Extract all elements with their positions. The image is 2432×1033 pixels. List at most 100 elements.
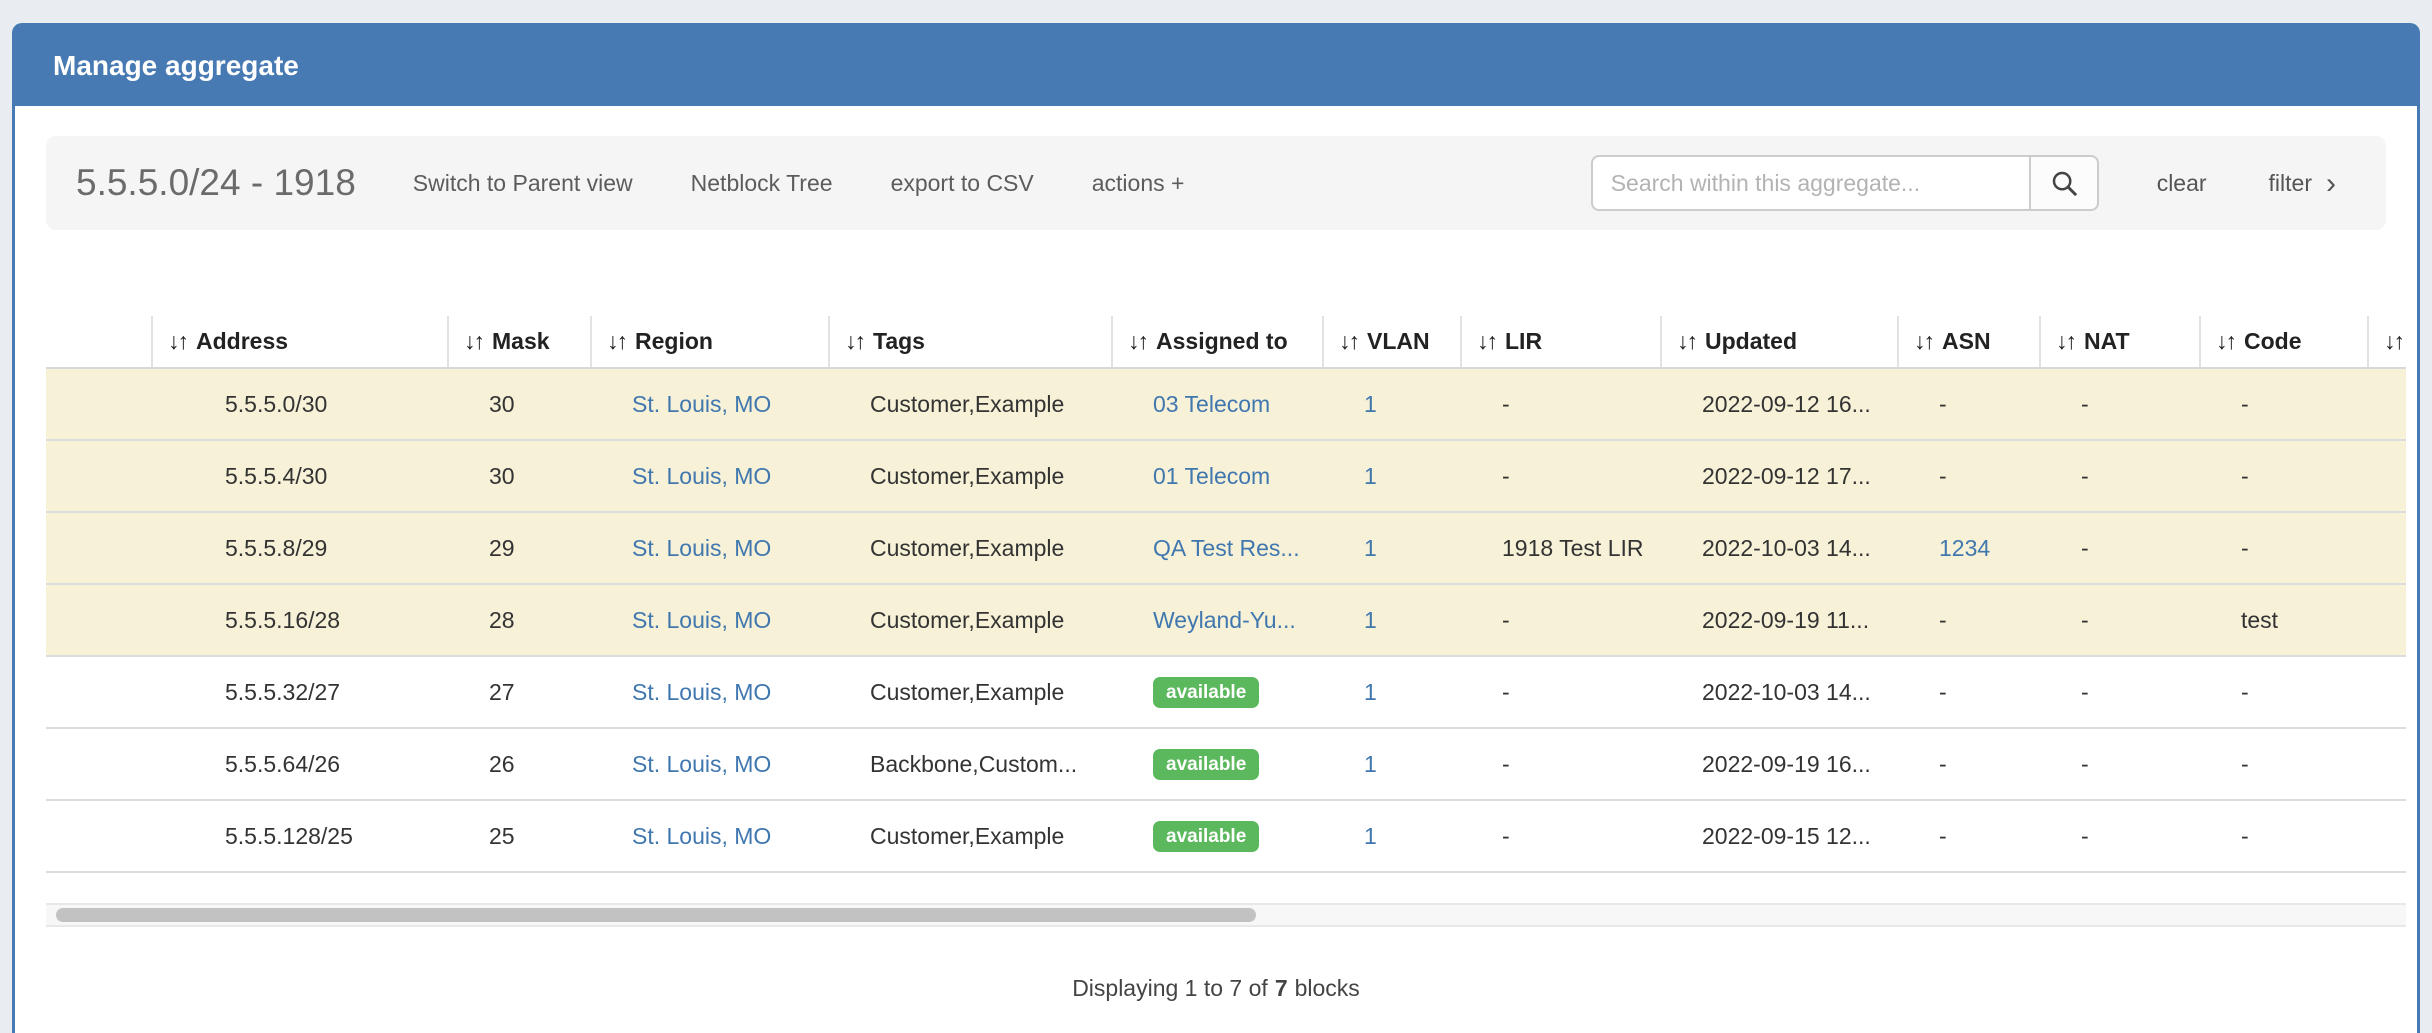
cell-vlan: 1 [1323, 368, 1461, 441]
region-link[interactable]: St. Louis, MO [632, 462, 772, 489]
column-header-updated[interactable]: ↓↑ Updated [1660, 316, 1898, 369]
cell-code: - [2200, 800, 2368, 873]
column-header-code[interactable]: ↓↑ Code [2199, 316, 2368, 369]
region-link[interactable]: St. Louis, MO [632, 390, 772, 417]
actions-menu-link[interactable]: actions + [1091, 169, 1185, 196]
asn-link[interactable]: 1234 [1939, 534, 1991, 561]
region-link[interactable]: St. Louis, MO [632, 750, 772, 777]
cell-updated: 2022-10-03 14... [1661, 512, 1898, 585]
vlan-link[interactable]: 1 [1364, 606, 1377, 633]
cell-vlan: 1 [1323, 584, 1461, 657]
region-link[interactable]: St. Louis, MO [632, 534, 772, 561]
cell-mask: 25 [448, 800, 591, 873]
sort-icon: ↓↑ [1477, 328, 1498, 354]
region-link[interactable]: St. Louis, MO [632, 678, 772, 705]
column-header-vlan[interactable]: ↓↑ VLAN [1322, 316, 1461, 369]
cell-tags: Customer,Example [829, 584, 1112, 657]
column-label: Code [2244, 328, 2302, 354]
column-label: Assigned to [1156, 328, 1288, 354]
horizontal-scrollbar[interactable] [46, 903, 2406, 927]
cell-overflow [2368, 440, 2406, 513]
cell-code: - [2200, 656, 2368, 729]
assigned-link[interactable]: Weyland-Yu... [1153, 606, 1296, 633]
table-row: 5.5.5.128/25 25 St. Louis, MO Customer,Exam… [46, 800, 2406, 873]
cell-updated: 2022-09-15 12... [1661, 800, 1898, 873]
search-group [1590, 155, 2099, 211]
cell-updated: 2022-09-12 16... [1661, 368, 1898, 441]
cell-tags: Customer,Example [829, 368, 1112, 441]
cell-select [46, 800, 152, 873]
cell-assigned: QA Test Res... [1112, 512, 1323, 585]
cell-tags: Customer,Example [829, 512, 1112, 585]
column-header-region[interactable]: ↓↑ Region [590, 316, 829, 369]
sort-icon: ↓↑ [464, 328, 485, 354]
cell-address: 5.5.5.0/30 [152, 368, 448, 441]
cell-asn: - [1898, 440, 2040, 513]
region-link[interactable]: St. Louis, MO [632, 606, 772, 633]
search-button[interactable] [2028, 155, 2099, 211]
search-icon [2049, 168, 2079, 198]
aggregate-label: 5.5.5.0/24 - 1918 [76, 162, 356, 203]
column-header-nat[interactable]: ↓↑ NAT [2039, 316, 2200, 369]
column-header-assigned[interactable]: ↓↑ Assigned to [1111, 316, 1323, 369]
column-label: ASN [1942, 328, 1991, 354]
clear-button[interactable]: clear [2156, 169, 2207, 196]
cell-mask: 30 [448, 368, 591, 441]
cell-updated: 2022-10-03 14... [1661, 656, 1898, 729]
netblock-tree-link[interactable]: Netblock Tree [690, 169, 833, 196]
column-label: LIR [1505, 328, 1543, 354]
cell-mask: 26 [448, 728, 591, 801]
cell-code: test [2200, 584, 2368, 657]
column-header-asn[interactable]: ↓↑ ASN [1897, 316, 2040, 369]
status-badge-available: available [1153, 676, 1260, 708]
cell-nat: - [2040, 656, 2200, 729]
sort-icon: ↓↑ [1128, 328, 1149, 354]
cell-asn: - [1898, 368, 2040, 441]
cell-lir: - [1461, 728, 1661, 801]
vlan-link[interactable]: 1 [1364, 750, 1377, 777]
cell-select [46, 512, 152, 585]
cell-select [46, 656, 152, 729]
vlan-link[interactable]: 1 [1364, 390, 1377, 417]
column-header-address[interactable]: ↓↑ Address [151, 316, 448, 369]
cell-region: St. Louis, MO [591, 800, 829, 873]
status-badge-available: available [1153, 748, 1260, 780]
cell-assigned: available [1112, 728, 1323, 801]
cell-updated: 2022-09-19 11... [1661, 584, 1898, 657]
vlan-link[interactable]: 1 [1364, 678, 1377, 705]
cell-select [46, 728, 152, 801]
assigned-link[interactable]: 01 Telecom [1153, 462, 1271, 489]
vlan-link[interactable]: 1 [1364, 534, 1377, 561]
cell-address: 5.5.5.32/27 [152, 656, 448, 729]
footer-suffix: blocks [1294, 975, 1360, 1001]
cell-asn: - [1898, 800, 2040, 873]
filter-button[interactable]: filter › [2269, 168, 2336, 198]
column-header-lir[interactable]: ↓↑ LIR [1460, 316, 1661, 369]
vlan-link[interactable]: 1 [1364, 462, 1377, 489]
region-link[interactable]: St. Louis, MO [632, 822, 772, 849]
cell-nat: - [2040, 368, 2200, 441]
search-input[interactable] [1590, 155, 2029, 211]
assigned-link[interactable]: 03 Telecom [1153, 390, 1271, 417]
column-header-overflow[interactable]: ↓↑ [2367, 316, 2406, 369]
column-label: Address [196, 328, 289, 354]
cell-nat: - [2040, 584, 2200, 657]
footer-prefix: Displaying 1 to 7 of [1072, 975, 1268, 1001]
panel-header: Manage aggregate [15, 26, 2417, 106]
cell-lir: 1918 Test LIR [1461, 512, 1661, 585]
column-header-tags[interactable]: ↓↑ Tags [828, 316, 1112, 369]
cell-mask: 28 [448, 584, 591, 657]
switch-to-parent-view-link[interactable]: Switch to Parent view [412, 169, 633, 196]
cell-lir: - [1461, 656, 1661, 729]
assigned-link[interactable]: QA Test Res... [1153, 534, 1300, 561]
cell-tags: Customer,Example [829, 656, 1112, 729]
vlan-link[interactable]: 1 [1364, 822, 1377, 849]
horizontal-scrollbar-thumb[interactable] [56, 908, 1256, 922]
column-header-mask[interactable]: ↓↑ Mask [447, 316, 591, 369]
export-to-csv-link[interactable]: export to CSV [890, 169, 1034, 196]
status-badge-available: available [1153, 820, 1260, 852]
cell-assigned: 03 Telecom [1112, 368, 1323, 441]
table-row: 5.5.5.16/28 28 St. Louis, MO Customer,Examp… [46, 584, 2406, 657]
cell-overflow [2368, 656, 2406, 729]
cell-address: 5.5.5.8/29 [152, 512, 448, 585]
